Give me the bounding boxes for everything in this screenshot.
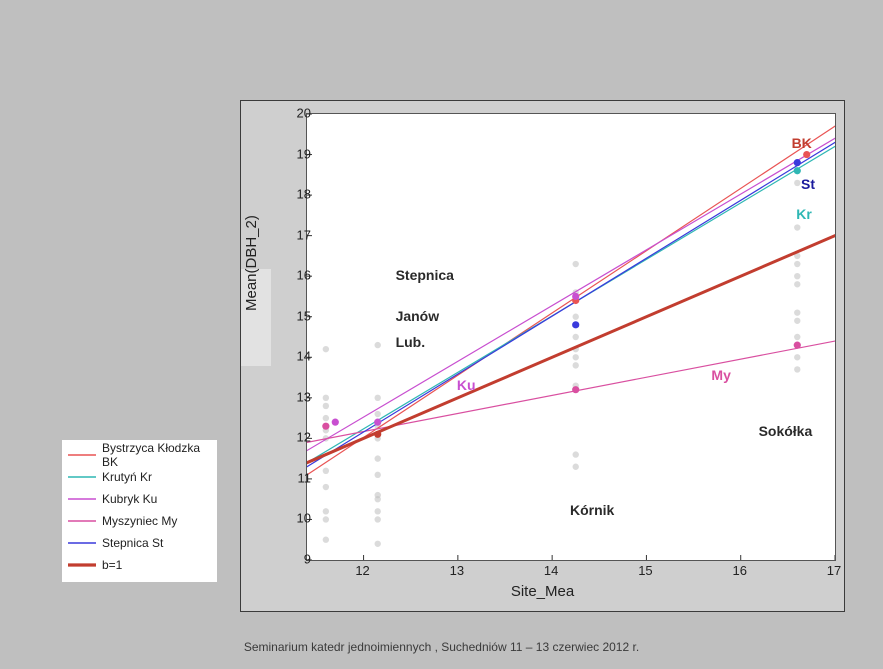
x-tick-label: 16 [720,563,760,578]
legend-swatch-icon [68,494,96,504]
y-tick-label: 19 [281,146,311,161]
footer-text: Seminarium katedr jednoimiennych , Suche… [0,640,883,654]
y-tick-label: 20 [281,106,311,121]
legend-item: Myszyniec My [68,510,211,532]
y-axis-label: Mean(DBH_2) [243,215,260,311]
slide: Bystrzyca Kłodzka BKKrutyń Kr Kubryk Ku My… [0,0,883,669]
y-tick-label: 13 [281,389,311,404]
y-tick-label: 14 [281,349,311,364]
legend-item: Kubryk Ku [68,488,211,510]
legend-swatch-icon [68,516,96,526]
legend-label: b=1 [102,558,122,572]
chart-panel: Mean(DBH_2) Site_Mea 9 10 11 12 13 14 15 16 17 18… [240,100,845,612]
y-tick-label: 16 [281,268,311,283]
x-tick-label: 12 [343,563,383,578]
y-tick-label: 9 [281,552,311,567]
legend-label: Myszyniec My [102,514,177,528]
legend-swatch-icon [68,472,96,482]
legend-item: Stepnica St [68,532,211,554]
x-tick-label: 13 [437,563,477,578]
x-tick-label: 17 [814,563,854,578]
chart-svg [307,114,835,560]
legend-swatch-icon [68,538,96,548]
y-tick-label: 17 [281,227,311,242]
x-tick-label: 14 [531,563,571,578]
y-tick-label: 10 [281,511,311,526]
legend-label: Kubryk Ku [102,492,157,506]
legend-item: b=1 [68,554,211,576]
x-tick-label: 15 [625,563,665,578]
plot-area [306,113,836,561]
legend-swatch-icon [68,450,96,460]
legend-swatch-icon [68,560,96,570]
legend-item: Bystrzyca Kłodzka BK [68,444,211,466]
y-tick-label: 15 [281,308,311,323]
y-tick-label: 12 [281,430,311,445]
y-tick-label: 11 [281,470,311,485]
legend-box: Bystrzyca Kłodzka BKKrutyń Kr Kubryk Ku My… [62,440,217,582]
y-tick-label: 18 [281,187,311,202]
x-axis-label: Site_Mea [241,583,844,600]
legend-label: Bystrzyca Kłodzka BK [102,441,211,469]
legend-label: Krutyń Kr [102,470,152,484]
legend-label: Stepnica St [102,536,163,550]
legend-item: Krutyń Kr [68,466,211,488]
